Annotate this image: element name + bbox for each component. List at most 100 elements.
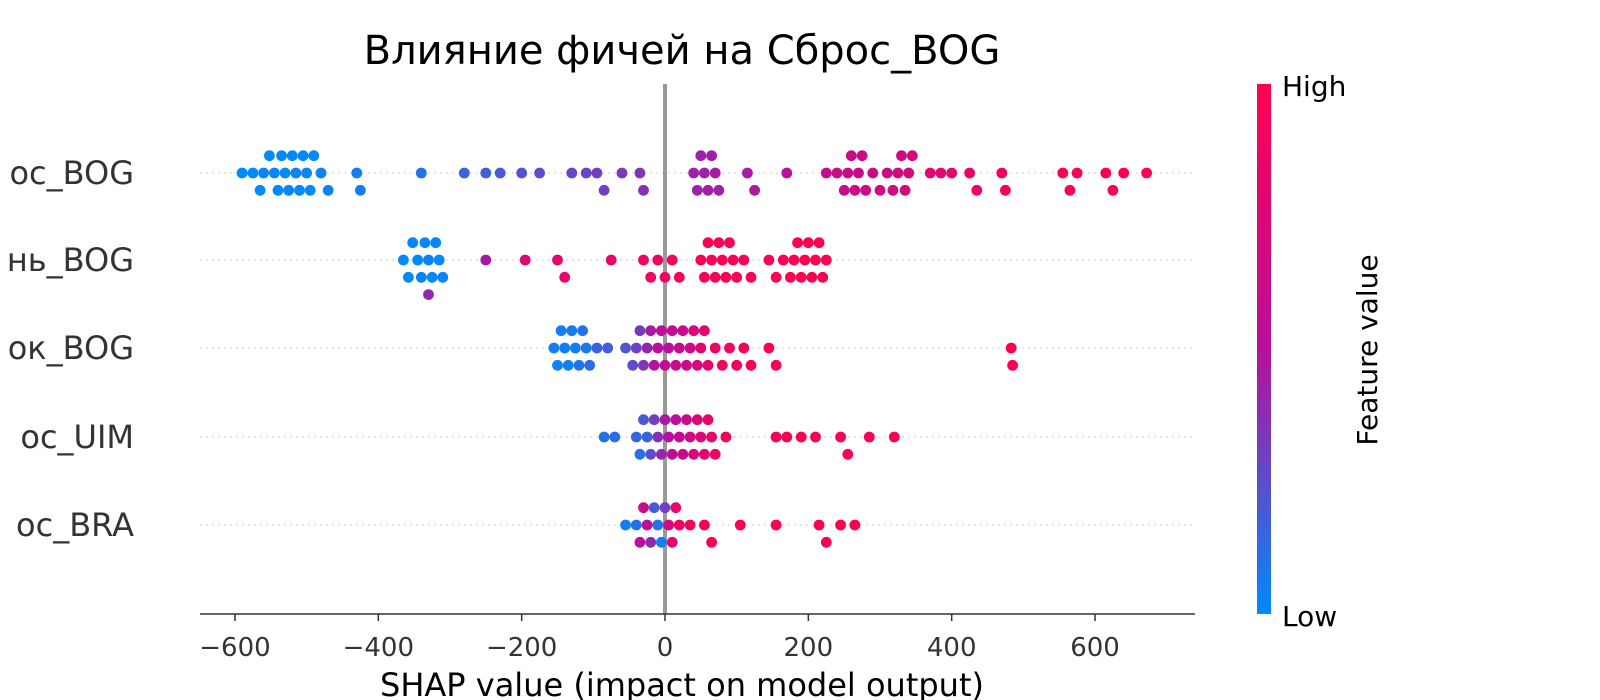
shap-point (1005, 342, 1017, 354)
shap-point (849, 519, 861, 531)
shap-point (552, 254, 563, 266)
shap-point (691, 359, 703, 371)
shap-point (713, 184, 725, 196)
shap-point (598, 184, 610, 196)
feature-label: нь_BOG (7, 241, 134, 279)
x-tick-label: −400 (343, 633, 414, 663)
shap-point (688, 167, 700, 179)
shap-point (874, 184, 886, 196)
shap-point (695, 254, 707, 266)
x-tick-label: 400 (927, 633, 977, 663)
shap-point (684, 342, 696, 354)
shap-point (820, 536, 832, 548)
shap-point (785, 271, 796, 283)
shap-point (731, 359, 743, 371)
shap-point (1141, 167, 1152, 179)
shap-point (1118, 167, 1130, 179)
shap-point (699, 271, 710, 283)
shap-point (573, 359, 585, 371)
shap-point (899, 184, 911, 196)
shap-point (548, 342, 560, 354)
feature-label: ок_BOG (8, 329, 134, 367)
shap-point (681, 414, 692, 426)
shap-point (570, 342, 581, 354)
shap-point (770, 359, 782, 371)
shap-point (304, 184, 316, 196)
shap-point (656, 536, 667, 548)
shap-point (906, 150, 918, 162)
shap-point (638, 414, 649, 426)
colorbar-low-label: Low (1282, 600, 1337, 633)
shap-point (688, 325, 700, 337)
x-tick-label: 200 (784, 633, 834, 663)
shap-point (1000, 184, 1011, 196)
shap-point (777, 254, 789, 266)
shap-point (666, 448, 678, 460)
shap-point (272, 184, 284, 196)
shap-point (813, 237, 825, 249)
shap-point (598, 431, 610, 443)
shap-point (935, 167, 947, 179)
shap-point (763, 342, 775, 354)
shap-point (641, 342, 653, 354)
shap-point (731, 271, 743, 283)
shap-point (964, 167, 975, 179)
shap-point (638, 359, 649, 371)
shap-point (584, 359, 596, 371)
shap-point (641, 519, 653, 531)
shap-point (695, 342, 707, 354)
shap-point (605, 254, 617, 266)
x-tick-label: 0 (657, 633, 674, 663)
shap-point (666, 536, 678, 548)
colorbar (1257, 84, 1271, 614)
shap-point (247, 167, 259, 179)
shap-point (896, 150, 907, 162)
shap-point (713, 237, 725, 249)
shap-point (591, 167, 603, 179)
shap-point (552, 359, 563, 371)
shap-point (820, 167, 832, 179)
shap-point (670, 502, 682, 514)
shap-point (645, 536, 657, 548)
shap-point (659, 359, 671, 371)
shap-point (652, 519, 664, 531)
shap-point (684, 431, 696, 443)
shap-point (1064, 184, 1076, 196)
shap-point (845, 150, 857, 162)
shap-point (591, 342, 603, 354)
shap-point (688, 448, 700, 460)
shap-point (279, 167, 291, 179)
shap-point (734, 519, 746, 531)
shap-point (856, 150, 868, 162)
shap-point (641, 431, 653, 443)
shap-point (659, 502, 671, 514)
x-axis-ticks: −600 −400 −200 0 200 400 600 (199, 614, 1120, 663)
shap-point (702, 184, 714, 196)
shap-point (630, 342, 642, 354)
shap-point (738, 254, 750, 266)
shap-point (652, 254, 664, 266)
shap-point (290, 167, 302, 179)
shap-point (494, 167, 506, 179)
shap-point (294, 184, 305, 196)
feature-label: ос_BOG (9, 154, 134, 192)
shap-point (720, 431, 732, 443)
shap-point (709, 342, 721, 354)
shap-point (863, 431, 875, 443)
shap-point (458, 167, 470, 179)
x-tick-label: 600 (1070, 633, 1120, 663)
shap-point (315, 167, 327, 179)
chart-title: Влияние фичей на Сброс_BOG (364, 28, 1001, 74)
row-gridlines (200, 172, 1195, 526)
shap-point (398, 254, 409, 266)
feature-labels: ос_BOG нь_BOG ок_BOG ос_UIM ос_BRA (7, 154, 134, 544)
shap-point (426, 271, 438, 283)
shap-point (276, 150, 287, 162)
shap-point (792, 237, 803, 249)
shap-point (634, 325, 646, 337)
shap-point (673, 271, 685, 283)
shap-point (810, 431, 821, 443)
shap-point (258, 167, 269, 179)
shap-point (609, 431, 621, 443)
shap-point (702, 237, 714, 249)
